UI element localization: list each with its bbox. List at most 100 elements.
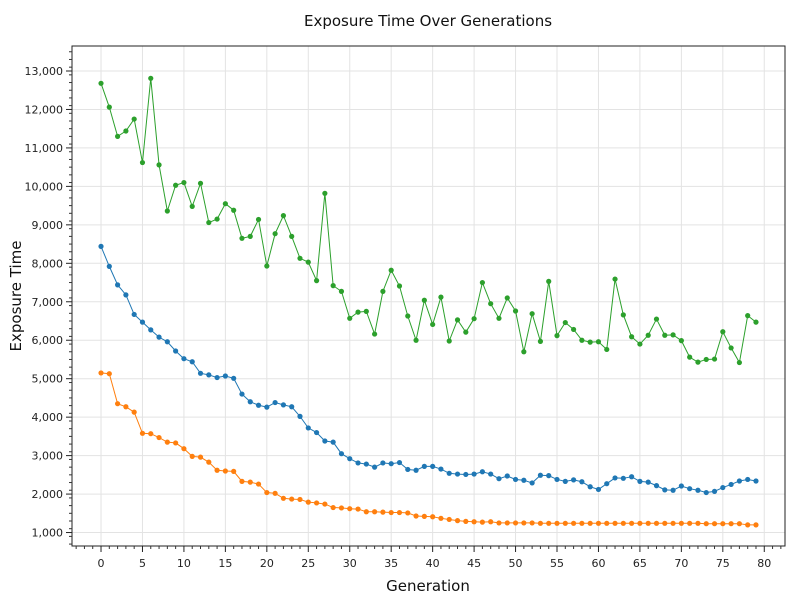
series-green-point [595, 339, 602, 345]
series-orange-point [98, 370, 104, 376]
series-blue-point [123, 292, 129, 298]
series-orange-point [231, 468, 237, 474]
x-tick-label: 50 [509, 557, 523, 570]
series-orange-point [322, 501, 328, 507]
series-green-point [405, 313, 411, 319]
series-green-point [156, 162, 162, 168]
series-orange-point [272, 490, 278, 496]
x-tick-label: 45 [467, 557, 481, 570]
series-blue-point [197, 370, 204, 376]
series-blue-point [222, 373, 228, 379]
series-orange-point [173, 440, 179, 446]
series-green-point [471, 316, 477, 322]
series-green [98, 75, 759, 366]
series-orange-point [521, 520, 527, 526]
series-blue-point [264, 404, 270, 410]
series-blue-point [745, 476, 751, 483]
series-orange-point [537, 520, 544, 526]
series-blue-point [562, 478, 568, 484]
series-orange-point [604, 520, 610, 526]
y-tick-label: 13,000 [25, 65, 64, 78]
series-blue-point [687, 486, 693, 492]
series-green-point [214, 216, 220, 222]
series-green-point [637, 341, 643, 347]
y-tick-label: 2,000 [32, 488, 64, 501]
series-orange-point [313, 500, 320, 506]
series-orange-point [189, 453, 195, 459]
series-blue-point [645, 479, 651, 485]
series-orange-point [720, 521, 726, 527]
series-blue-point [231, 375, 237, 381]
series-orange-point [280, 495, 287, 501]
series-orange-point [454, 518, 461, 524]
series-orange-point [496, 520, 502, 526]
x-tick-label: 55 [550, 557, 564, 570]
series-orange-point [529, 520, 535, 526]
series-green-point [164, 208, 170, 214]
series-green-point [745, 313, 751, 319]
series-green-point [687, 354, 693, 360]
series-orange-point [106, 371, 112, 377]
series-green-point [222, 201, 228, 207]
series-green-point [753, 319, 759, 325]
series-orange-point [703, 521, 709, 527]
series-blue-point [463, 471, 469, 478]
series-green-point [181, 179, 187, 186]
axis-ticks: 0 5 10 15 20 25 30 35 40 45 50 55 60 65 70 75 80 1,000 2,0… [25, 51, 782, 570]
series-blue-point [388, 461, 394, 467]
series-orange-point [595, 520, 602, 526]
x-tick-label: 65 [633, 557, 647, 570]
series-orange-point [587, 520, 593, 526]
x-tick-label: 40 [426, 557, 440, 570]
series-blue-point [363, 461, 369, 467]
series-blue-point [570, 477, 577, 483]
series-green-point [711, 356, 718, 362]
series-blue-point [247, 399, 253, 405]
series-blue-point [322, 438, 328, 444]
series-blue-point [255, 402, 262, 408]
series-blue-point [156, 334, 162, 340]
series-orange-point [629, 520, 635, 526]
series-orange-point [297, 496, 303, 503]
series-blue-point [430, 463, 436, 469]
series-orange-point [488, 519, 494, 525]
data-series [98, 75, 759, 528]
series-orange-point [670, 520, 676, 526]
series-green-point [388, 267, 394, 273]
series-green-point [529, 311, 535, 317]
series-green-point [289, 233, 295, 239]
series-blue-point [280, 402, 287, 408]
series-blue [98, 243, 759, 496]
series-blue-point [736, 478, 743, 484]
series-orange-point [728, 521, 734, 527]
series-green-point [570, 326, 577, 333]
series-blue-point [164, 339, 170, 345]
x-tick-label: 30 [343, 557, 357, 570]
series-green-point [322, 190, 328, 196]
y-tick-label: 7,000 [32, 296, 64, 309]
series-orange-point [330, 504, 336, 511]
series-blue-point [131, 311, 137, 318]
series-orange-point [372, 509, 378, 515]
gridlines [72, 46, 785, 546]
series-blue-point [554, 476, 560, 483]
series-orange-point [612, 520, 618, 526]
series-green-point [736, 359, 743, 366]
series-orange-point [164, 439, 170, 445]
series-orange-point [579, 520, 585, 526]
series-blue-point [289, 404, 295, 410]
series-green-point [504, 295, 510, 301]
series-orange-point [512, 520, 519, 526]
series-green-point [189, 203, 195, 209]
series-green-point [579, 337, 585, 343]
series-green-point [305, 259, 311, 265]
series-green-point [148, 75, 154, 81]
series-orange-point [255, 481, 262, 487]
x-tick-label: 10 [177, 557, 191, 570]
x-tick-label: 25 [301, 557, 315, 570]
series-green-point [98, 80, 104, 86]
x-tick-label: 60 [591, 557, 605, 570]
series-blue-point [372, 464, 378, 470]
series-green-point [264, 263, 270, 269]
